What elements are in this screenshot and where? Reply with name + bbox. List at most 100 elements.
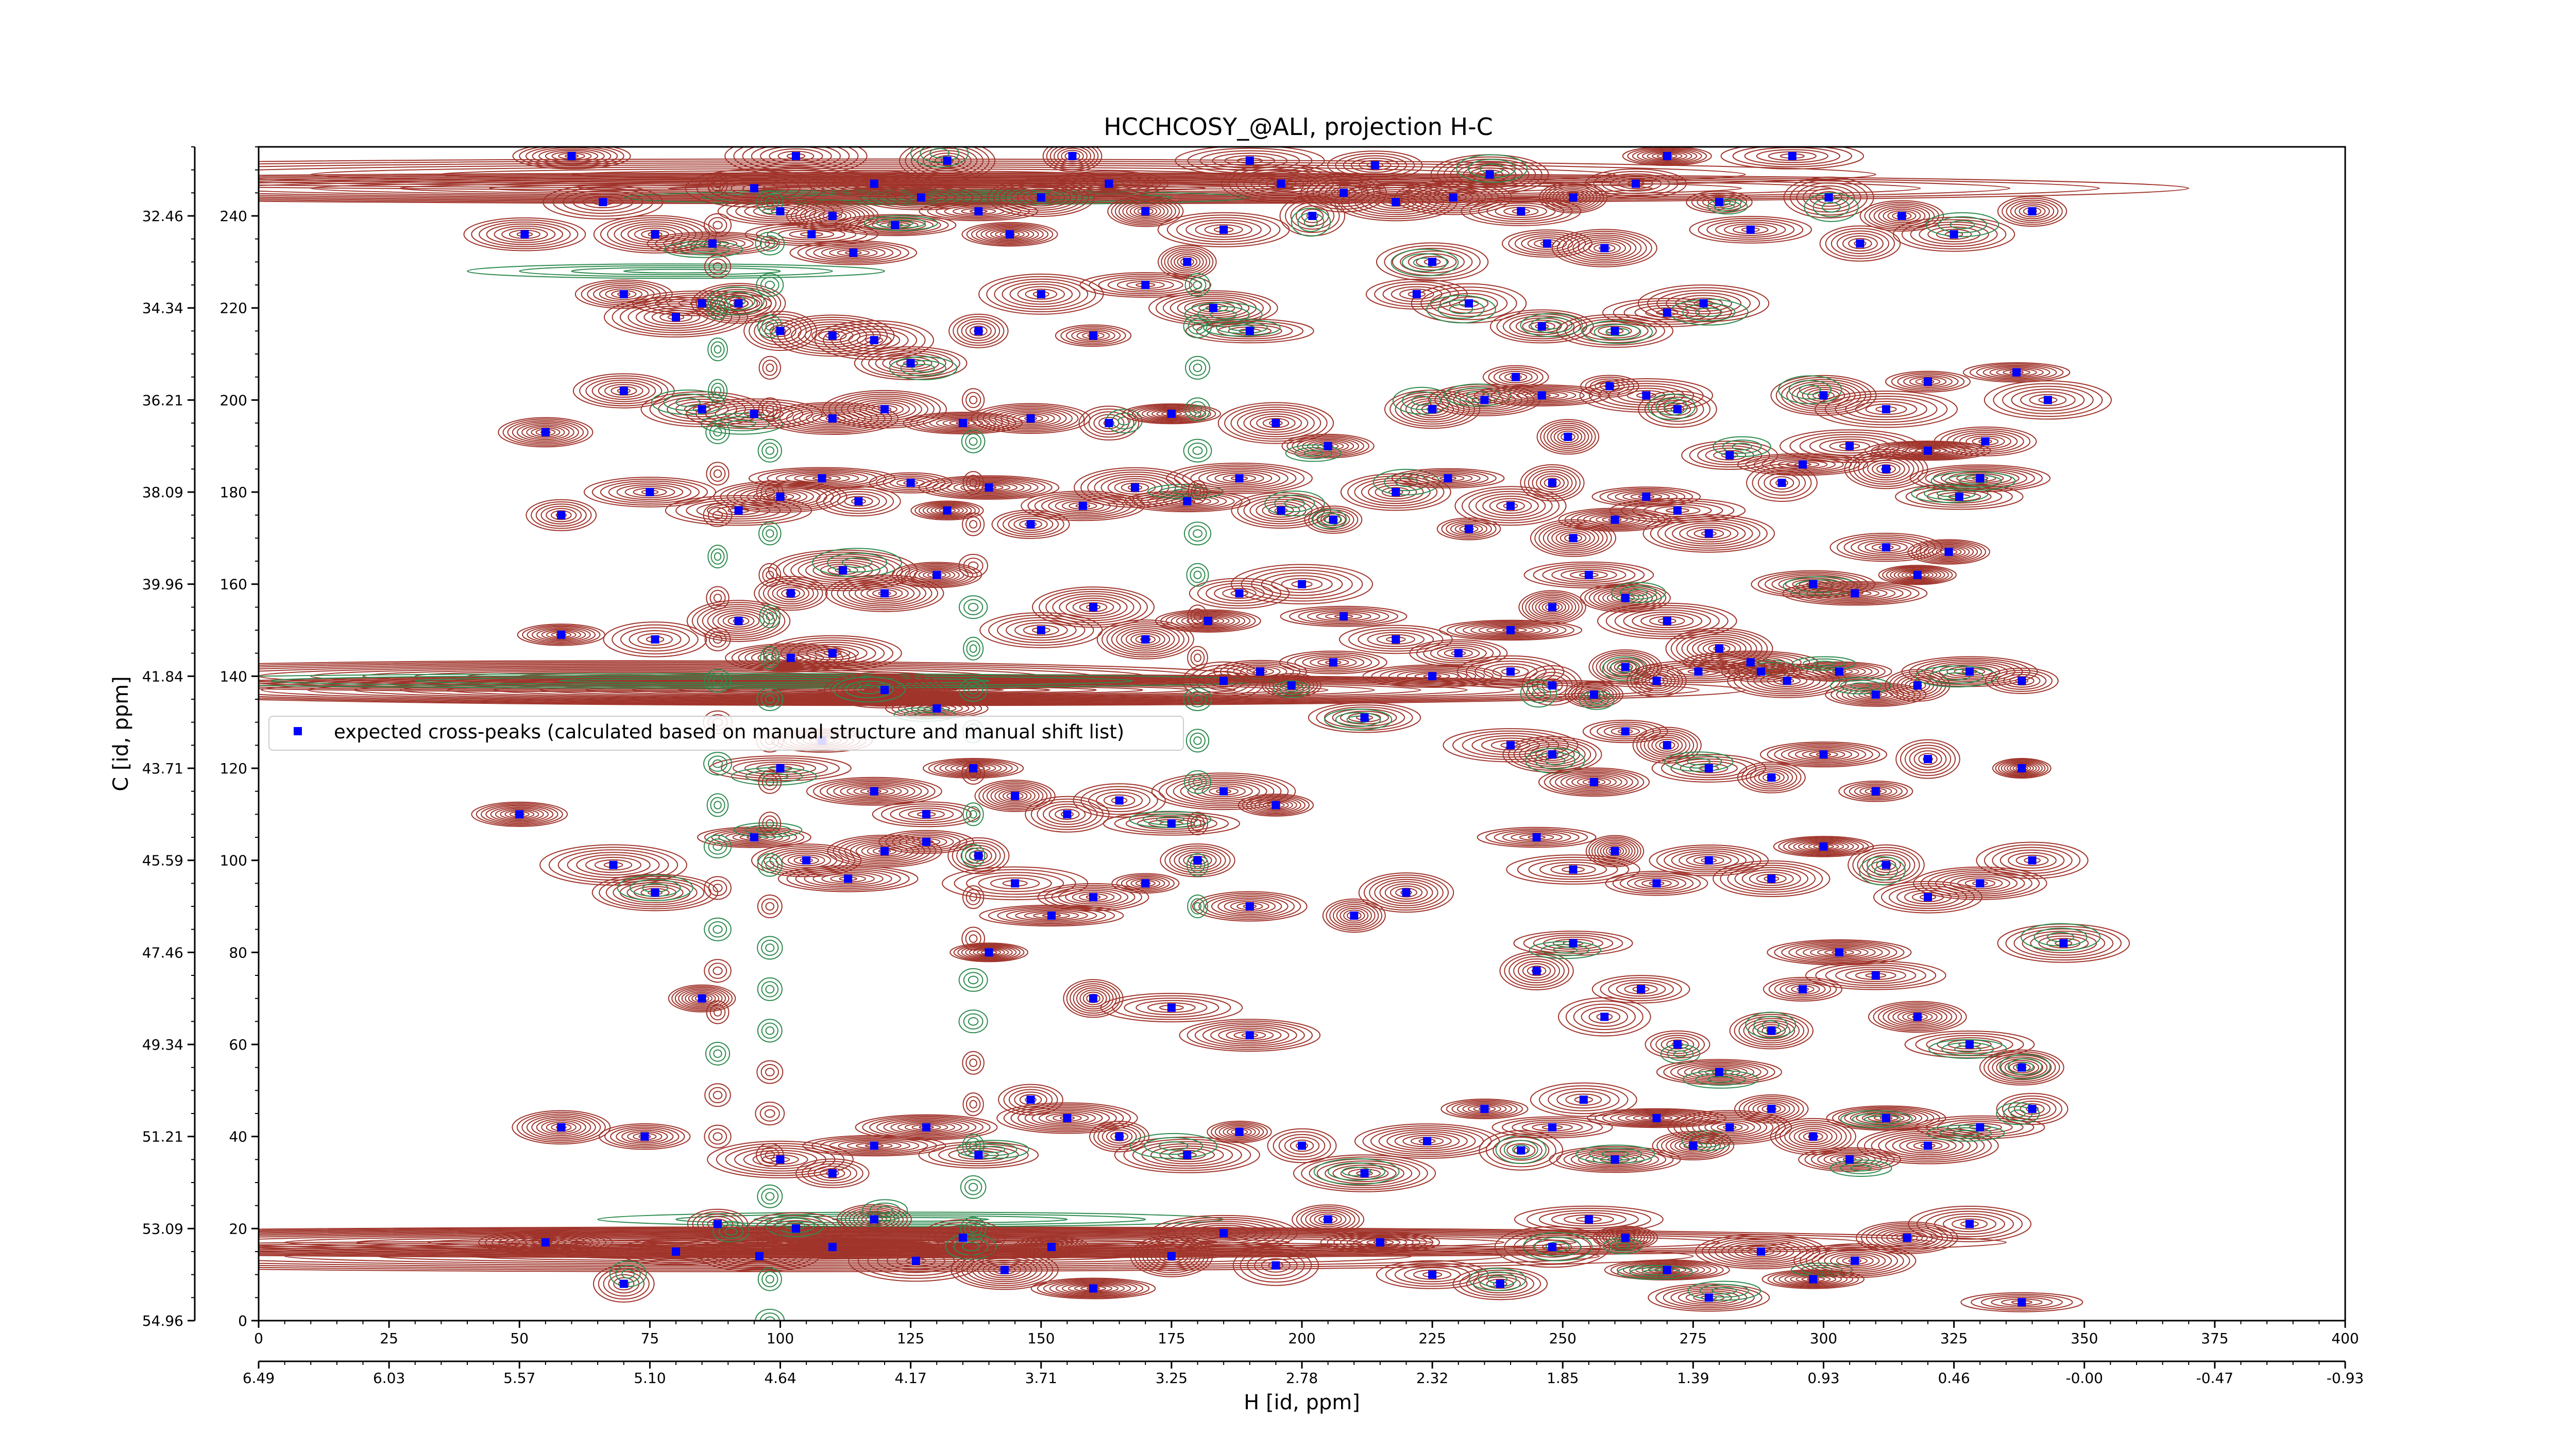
contour-line <box>1454 524 1483 534</box>
contour-line <box>1340 907 1369 924</box>
contour-line <box>259 1243 1506 1269</box>
peak-marker <box>1704 1293 1713 1302</box>
peak-marker <box>943 506 952 515</box>
contour-line <box>1079 177 1139 191</box>
peak-marker <box>1245 327 1254 335</box>
contour-line <box>1520 464 1585 502</box>
contour-line <box>724 297 753 310</box>
contour-line <box>521 424 570 441</box>
contour-line <box>1499 370 1533 383</box>
contour-line <box>1437 156 1543 193</box>
contour-line <box>591 478 708 506</box>
peak-marker <box>1444 474 1452 483</box>
contour-line <box>1897 374 1959 390</box>
legend-marker <box>294 727 302 735</box>
contour-line <box>1402 391 1442 410</box>
contour-line <box>1780 1122 1847 1151</box>
contour-line <box>766 653 774 662</box>
contour-line <box>766 402 899 435</box>
contour-line <box>1502 736 1602 773</box>
contour-line <box>1254 1255 1298 1276</box>
contour-line <box>1924 487 1976 500</box>
contour-line <box>2015 854 2049 866</box>
contour-line <box>963 972 984 988</box>
contour-line <box>1984 844 2081 876</box>
contour-line <box>1547 425 1589 449</box>
contour-line <box>753 490 808 504</box>
contour-line <box>591 874 719 912</box>
contour-line <box>1187 853 1209 877</box>
peak-marker <box>807 230 816 239</box>
contour-line <box>705 402 804 425</box>
contour-line <box>1211 896 1289 917</box>
contour-line <box>1188 480 1208 504</box>
contour-line <box>965 889 981 905</box>
contour-line <box>1187 646 1208 670</box>
contour-line <box>612 624 699 655</box>
peak-marker <box>776 1155 785 1164</box>
contour-line <box>703 213 732 237</box>
peak-marker <box>870 787 878 796</box>
peak-marker <box>672 1247 680 1256</box>
contour-line <box>1080 786 1158 815</box>
contour-line <box>1060 326 1126 346</box>
contour-line <box>707 608 770 634</box>
contour-line <box>1083 408 1134 438</box>
contour-line <box>1800 1245 1910 1277</box>
contour-line <box>562 190 643 214</box>
contour-line <box>1201 785 1246 798</box>
contour-line <box>766 529 774 538</box>
contour-line <box>1343 155 1408 176</box>
x-tick-label: 300 <box>1810 1330 1837 1347</box>
peak-marker <box>1350 911 1359 920</box>
contour-line <box>762 567 778 583</box>
contour-line <box>1061 149 1084 163</box>
contour-line <box>608 482 692 502</box>
contour-line <box>837 578 933 609</box>
contour-line <box>1774 980 1832 999</box>
contour-line <box>1174 254 1201 270</box>
contour-line <box>833 676 906 703</box>
peak-marker <box>1632 179 1640 188</box>
peak-marker <box>776 492 785 501</box>
contour-line <box>897 1122 955 1133</box>
contour-line <box>1992 758 2052 779</box>
peak-marker <box>1637 985 1646 993</box>
contour-line <box>1926 1117 2035 1138</box>
contour-line <box>765 239 775 248</box>
contour-line <box>1624 984 1658 994</box>
peak-marker <box>1673 405 1682 414</box>
contour-line <box>1265 674 1318 697</box>
contour-line <box>686 600 791 642</box>
contour-line <box>1767 674 1808 687</box>
contour-line <box>1997 671 2047 690</box>
contour-line <box>613 880 698 905</box>
contour-line <box>1673 1111 1786 1143</box>
contour-line <box>706 586 730 610</box>
contour-line <box>1985 667 2059 694</box>
contour-line <box>1883 1005 1953 1028</box>
contour-line <box>548 847 679 883</box>
contour-line <box>1313 1158 1400 1185</box>
contour-line <box>1506 854 1640 885</box>
peak-marker <box>1141 207 1150 216</box>
contour-line <box>707 1218 728 1229</box>
contour-line <box>1112 995 1231 1020</box>
peak-marker <box>1924 1141 1932 1150</box>
contour-line <box>1549 770 1639 794</box>
contour-line <box>760 691 779 707</box>
contour-line <box>2011 389 2085 412</box>
contour-line <box>815 648 851 659</box>
contour-line <box>1831 230 1889 257</box>
contour-line <box>1781 746 1867 764</box>
peak-marker <box>1219 1229 1228 1238</box>
contour-line <box>1675 754 1722 769</box>
contour-line <box>1164 248 1211 276</box>
contour-line <box>1222 587 1257 599</box>
contour-line <box>1698 1118 1761 1137</box>
peak-marker <box>828 1243 837 1252</box>
contour-line <box>1264 491 1325 516</box>
contour-line <box>1824 393 1948 426</box>
contour-line <box>1770 1118 1856 1155</box>
contour-line <box>1702 642 1736 655</box>
